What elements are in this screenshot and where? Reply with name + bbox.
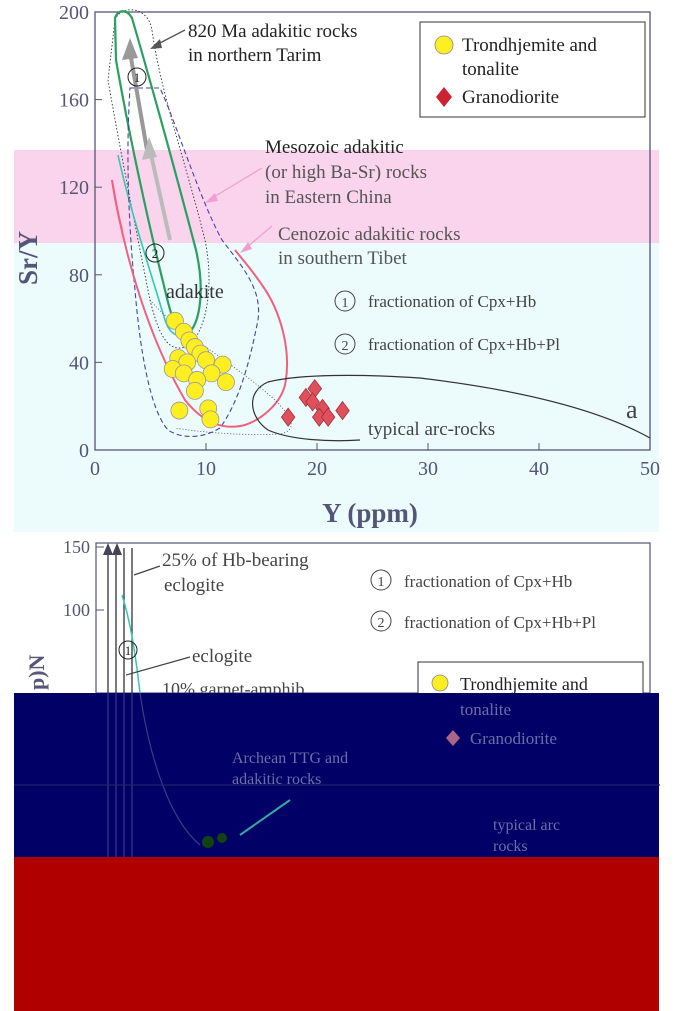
archean-label-2: adakitic rocks [232, 771, 321, 788]
legend-box-a [419, 21, 646, 118]
point-granodiorite-4 [335, 400, 350, 421]
y-tick-b-150: 150 [63, 537, 90, 557]
cyan-overlay [14, 242, 659, 532]
fract1-num-a: 1 [342, 296, 349, 311]
mesozoic-label-1: Mesozoic adakitic [265, 137, 404, 158]
legend-b-line2: tonalite [460, 700, 511, 719]
legend-b-line3: Granodiorite [470, 729, 557, 748]
cenozoic-label-1: Cenozoic adakitic rocks [278, 224, 461, 245]
num1-label-b: 1 [125, 643, 132, 658]
legend-circle-marker-b [431, 674, 449, 692]
fract1-circle-a [334, 290, 356, 312]
dark-marker-b-2 [217, 833, 227, 843]
y-tick-label-120: 120 [59, 177, 89, 199]
navy-overlay [14, 693, 659, 858]
x-tick-label-30: 30 [418, 458, 438, 480]
pointer-tarim [155, 29, 186, 46]
y-tick-label-40: 40 [69, 352, 89, 374]
legend-b-line1: Trondhjemite and [460, 674, 588, 694]
fract2-num-b: 2 [378, 616, 385, 631]
fract2-num-a: 2 [342, 339, 349, 354]
legend-trondhjemite-1: Trondhjemite and [462, 35, 597, 56]
fract2-circle-b [370, 610, 392, 632]
x-tick-label-10: 10 [196, 458, 216, 480]
legend-diamond-marker [436, 87, 452, 107]
legend-a: Trondhjemite and tonalite Granodiorite [419, 21, 646, 118]
legend-circle-marker [434, 35, 454, 55]
fract1-label-a: fractionation of Cpx+Hb [368, 292, 536, 311]
eclogite-label: eclogite [192, 646, 252, 667]
point-trondhjemite-14 [185, 381, 204, 400]
grey-arrow-1-head [122, 38, 138, 60]
num2-circle-a [145, 243, 165, 263]
y-tick-label-160: 160 [59, 90, 89, 112]
faint-lines-under-navy [14, 692, 660, 858]
point-granodiorite-5 [280, 407, 296, 427]
fract2-circle-a [334, 333, 356, 355]
x-axis-title-a: Y (ppm) [322, 498, 418, 528]
plot-frame-a [94, 11, 651, 451]
arc-field [252, 374, 651, 442]
red-overlay [14, 857, 659, 1011]
y-tick-label-0: 0 [79, 440, 89, 462]
pointer-cenozoic [245, 225, 273, 249]
tarim-field [113, 10, 202, 335]
fract1-label-b: fractionation of Cpx+Hb [404, 572, 572, 591]
point-granodiorite-2 [305, 392, 320, 412]
y-tick-label-200: 200 [59, 2, 89, 24]
num1-circle-a [127, 67, 147, 87]
point-granodiorite-7 [320, 407, 336, 427]
x-tick-label-40: 40 [529, 458, 549, 480]
fract1-circle-b [370, 569, 392, 591]
fract1-num-b: 1 [378, 575, 385, 590]
panel-label-a: a [626, 395, 638, 424]
mesozoic-label-3: in Eastern China [265, 187, 392, 208]
grey-arrow-2-head [142, 137, 157, 160]
y-axis-title-b-partial: p)N [24, 654, 49, 690]
axis-ticks-a: 0 10 20 30 40 50 0 40 80 120 160 200 [59, 2, 660, 480]
fract2-label-a: fractionation of Cpx+Hb+Pl [368, 335, 560, 354]
cyan-pointer-b [239, 799, 291, 836]
hb-eclogite-label-2: eclogite [164, 575, 224, 596]
y-tick-label-80: 80 [69, 265, 89, 287]
x-tick-label-0: 0 [90, 458, 100, 480]
tarim-label-2: in northern Tarim [188, 45, 322, 66]
point-trondhjemite-15 [170, 401, 189, 420]
fract2-label-b: fractionation of Cpx+Hb+Pl [404, 613, 596, 632]
arc-label-b-2: rocks [493, 838, 528, 855]
tarim-label-1: 820 Ma adakitic rocks [188, 21, 357, 42]
cenozoic-left [111, 179, 123, 231]
y-tick-b-100: 100 [63, 600, 90, 620]
point-trondhjemite-13 [217, 373, 235, 392]
tarim-envelope [107, 9, 210, 349]
archean-label-1: Archean TTG and [232, 750, 348, 767]
arc-label: typical arc-rocks [368, 419, 495, 440]
num1-circle-b [118, 640, 138, 660]
y-axis-title-a: Sr/Y [13, 231, 43, 285]
legend-diamond-marker-b [446, 730, 460, 746]
legend-granodiorite: Granodiorite [462, 87, 559, 108]
field-curves-a [107, 9, 651, 442]
x-tick-label-50: 50 [640, 458, 660, 480]
num1-label-a: 1 [134, 70, 141, 85]
mesozoic-field [127, 87, 260, 438]
hb-eclogite-label-1: 25% of Hb-bearing [162, 550, 309, 571]
pointer-mesozoic [211, 167, 263, 199]
cenozoic-label-2: in southern Tibet [278, 248, 408, 269]
data-points-a [163, 311, 350, 429]
legend-trondhjemite-2: tonalite [462, 59, 519, 80]
cenozoic-field [111, 179, 289, 428]
num2-label-a: 2 [152, 246, 159, 261]
grey-arrow-2 [148, 149, 172, 241]
x-tick-label-20: 20 [307, 458, 327, 480]
adakite-label: adakite [166, 281, 224, 303]
point-trondhjemite-17 [201, 410, 220, 429]
dark-marker-b-1 [202, 836, 214, 848]
mesozoic-label-2: (or high Ba-Sr) rocks [265, 162, 427, 183]
field-curves-b [103, 543, 191, 694]
arc-label-b-1: typical arc [493, 817, 560, 834]
grey-arrow-1 [128, 51, 149, 151]
